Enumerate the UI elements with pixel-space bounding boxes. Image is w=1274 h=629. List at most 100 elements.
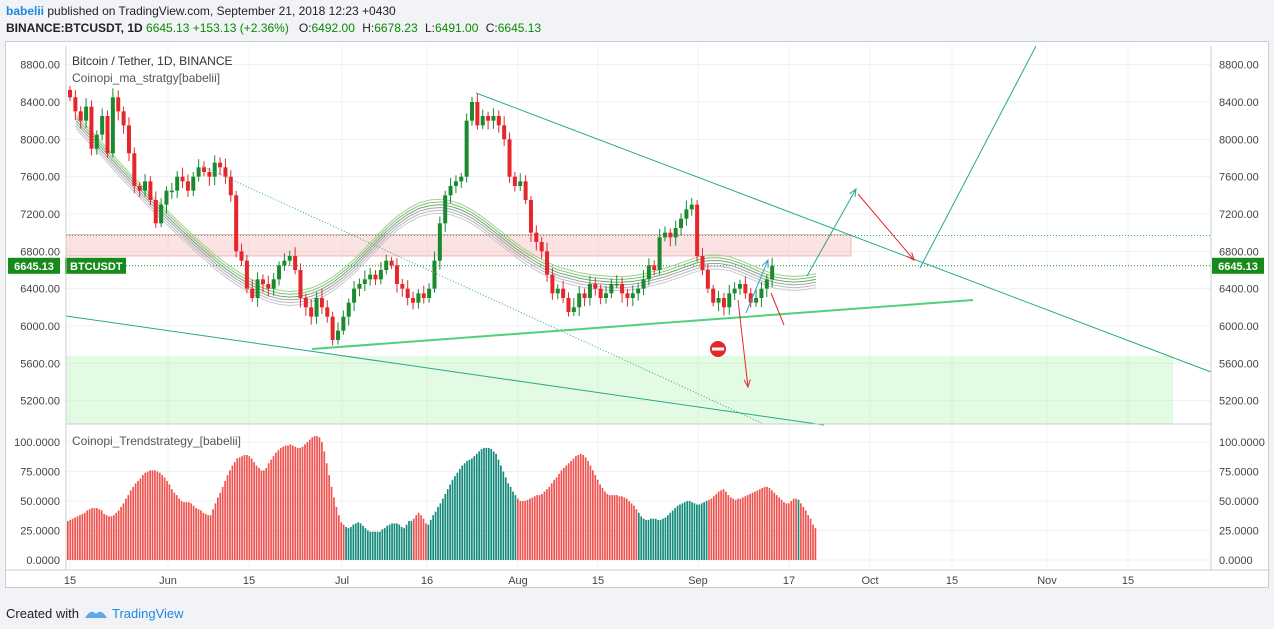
osc-bar <box>200 510 202 560</box>
osc-bar <box>156 471 159 560</box>
osc-bar <box>195 508 197 560</box>
candle-body <box>550 274 555 294</box>
zones <box>65 234 1211 424</box>
osc-bar <box>325 463 328 560</box>
osc-bar <box>287 445 289 560</box>
osc-bar <box>729 497 732 560</box>
osc-bar <box>691 502 693 560</box>
username-link[interactable]: babelii <box>6 4 45 18</box>
osc-bar <box>299 447 301 560</box>
osc-bar <box>173 492 176 560</box>
candle-body <box>636 288 641 294</box>
candle-body <box>100 116 105 135</box>
stop-icon-bar <box>712 347 724 351</box>
candle-body <box>528 200 533 233</box>
osc-bar <box>500 465 502 560</box>
candle-body <box>169 190 174 193</box>
x-tick: Sep <box>688 575 708 587</box>
osc-bar <box>594 475 597 560</box>
osc-bar <box>611 495 614 560</box>
osc-bar <box>81 513 84 560</box>
osc-bar <box>572 458 575 560</box>
candle-body <box>464 120 469 177</box>
osc-bar <box>91 508 93 560</box>
osc-bar <box>683 502 686 560</box>
candle-body <box>545 251 550 275</box>
low-value: 6491.00 <box>434 21 479 35</box>
osc-bar <box>149 470 151 560</box>
osc-bar <box>323 451 326 560</box>
candle-body <box>646 265 651 280</box>
osc-bar <box>599 484 601 560</box>
osc-bar <box>427 524 430 560</box>
osc-y-tick-right: 75.0000 <box>1219 467 1259 479</box>
axes: 8800.00 8800.00 8400.00 8400.00 8000.00 8000.… <box>6 46 1270 587</box>
osc-bar <box>321 442 323 560</box>
osc-bar <box>761 488 764 560</box>
osc-bar <box>367 530 369 560</box>
osc-bar <box>134 483 137 560</box>
osc-bar <box>279 447 282 560</box>
osc-bar <box>258 467 260 560</box>
osc-bar <box>766 486 768 560</box>
chart-container[interactable]: 6645.13 BTCUSDT 6645.13 8800.00 8800.00 8400… <box>5 41 1270 589</box>
osc-bar <box>369 531 372 560</box>
osc-bar <box>79 515 81 560</box>
osc-bar <box>664 517 667 560</box>
osc-bar <box>142 475 144 560</box>
candle-body <box>662 232 667 238</box>
osc-bar <box>262 470 265 560</box>
osc-bar <box>519 501 522 560</box>
candle-body <box>389 260 394 266</box>
osc-bar <box>652 518 655 560</box>
candle-body <box>303 298 308 308</box>
red-projection-line <box>857 193 915 261</box>
osc-bar <box>313 436 316 560</box>
last-price: 6645.13 <box>146 21 190 35</box>
osc-bar <box>507 483 510 560</box>
candle-body <box>679 218 684 228</box>
candle-body <box>625 293 630 298</box>
osc-bar <box>158 472 161 560</box>
small-down-arrow <box>770 292 785 326</box>
osc-bar <box>550 483 553 560</box>
candle-body <box>630 293 635 298</box>
osc-bar <box>708 499 710 560</box>
osc-bar <box>337 515 340 560</box>
candle-body <box>202 167 206 172</box>
candle-body <box>373 274 378 280</box>
osc-bar <box>509 486 512 560</box>
osc-bar <box>780 499 783 560</box>
osc-bar <box>425 523 427 560</box>
osc-bar <box>209 515 212 560</box>
osc-bar <box>175 495 178 560</box>
chart-svg[interactable]: 6645.13 BTCUSDT 6645.13 8800.00 8800.00 8400… <box>6 42 1270 589</box>
x-tick: 17 <box>783 575 795 587</box>
tradingview-brand-link[interactable]: TradingView <box>112 606 184 621</box>
y-tick-right: 8400.00 <box>1219 97 1259 109</box>
y-tick-left: 8000.00 <box>20 134 60 146</box>
candle-body <box>185 181 190 191</box>
osc-bar <box>529 498 531 560</box>
price-tag-right-bg <box>1212 257 1264 274</box>
osc-bar <box>212 509 214 560</box>
osc-bar <box>115 512 118 560</box>
osc-bar <box>400 526 403 560</box>
candle-body <box>470 102 474 121</box>
osc-y-tick-left: 25.0000 <box>20 526 60 538</box>
candle-body <box>314 298 319 317</box>
y-tick-right: 5600.00 <box>1219 358 1259 370</box>
candle-body <box>234 195 239 252</box>
osc-bar <box>674 508 676 560</box>
osc-bar <box>96 508 98 560</box>
candle-body <box>110 97 115 154</box>
osc-bar <box>712 496 715 560</box>
osc-bar <box>393 523 396 560</box>
osc-bar <box>565 465 568 560</box>
osc-bar <box>679 504 681 560</box>
osc-bar <box>277 450 280 560</box>
y-tick-left: 6000.00 <box>20 321 60 333</box>
candle-body <box>394 265 399 284</box>
candle-body <box>443 195 448 224</box>
osc-bar <box>202 512 205 560</box>
